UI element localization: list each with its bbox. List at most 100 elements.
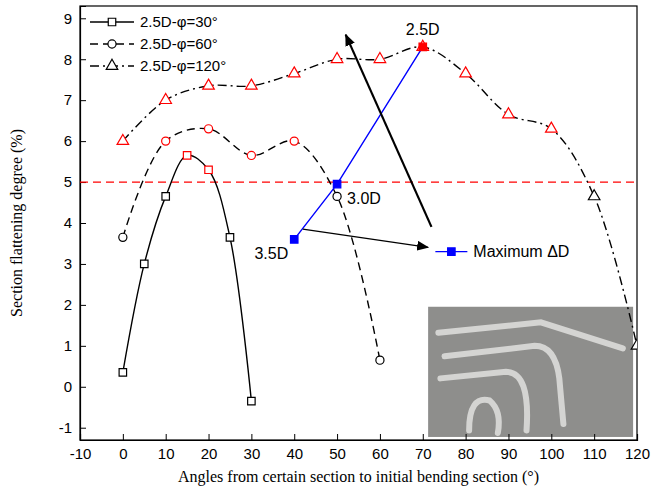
x-tick-mark xyxy=(423,434,424,440)
series-marker xyxy=(162,193,169,200)
legend-label: 2.5D-φ=60° xyxy=(140,35,218,52)
series-line xyxy=(123,128,380,360)
y-axis-line xyxy=(81,7,87,441)
trend-arrow xyxy=(346,35,432,227)
y-tick-label: 5 xyxy=(64,173,72,190)
y-tick: 1 xyxy=(64,337,86,354)
series-line xyxy=(294,47,423,239)
legend-marker xyxy=(108,40,116,48)
x-tick-label: 110 xyxy=(583,445,607,462)
chart-svg: -100102030405060708090100110120-10123456… xyxy=(0,0,653,492)
y-tick: 0 xyxy=(64,378,86,395)
series-key: Maximum ΔD xyxy=(435,243,569,260)
series-marker xyxy=(290,137,298,145)
series-marker xyxy=(503,108,515,118)
series-marker xyxy=(417,40,429,50)
y-tick-label: 7 xyxy=(64,91,72,108)
series-marker xyxy=(460,67,472,77)
y-tick-mark xyxy=(80,346,86,347)
y-tick-label: 2 xyxy=(64,296,72,313)
x-tick: 20 xyxy=(201,434,218,462)
series-marker xyxy=(119,369,126,376)
series-marker xyxy=(117,134,129,144)
inset-background xyxy=(428,307,633,437)
x-tick-label: -10 xyxy=(70,445,92,462)
chart-container: -100102030405060708090100110120-10123456… xyxy=(0,0,653,492)
y-tick-label: 9 xyxy=(64,10,72,27)
y-tick: -1 xyxy=(59,419,86,436)
x-tick: 110 xyxy=(583,434,607,462)
x-tick-label: 120 xyxy=(625,445,650,462)
series-marker xyxy=(160,93,172,103)
y-tick: 4 xyxy=(64,214,86,231)
y-tick: 9 xyxy=(64,10,86,27)
x-tick: 70 xyxy=(415,434,432,462)
x-tick: 100 xyxy=(539,434,564,462)
y-tick-label: 4 xyxy=(64,214,72,231)
x-tick: 30 xyxy=(244,434,261,462)
legend-entry: 2.5D-φ=120° xyxy=(90,57,226,74)
x-tick: 90 xyxy=(501,434,518,462)
x-tick-label: 70 xyxy=(415,445,432,462)
point-labels: 3.5D3.0D2.5D xyxy=(254,21,439,262)
y-tick-mark xyxy=(80,387,86,388)
inset-tube xyxy=(469,400,499,433)
y-tick-label: 1 xyxy=(64,337,72,354)
series-marker xyxy=(119,233,127,241)
x-tick-label: 40 xyxy=(286,445,303,462)
x-tick-mark xyxy=(251,434,252,440)
series-marker xyxy=(331,53,343,63)
legend-entry: 2.5D-φ=30° xyxy=(90,13,218,30)
x-tick-mark xyxy=(466,434,467,440)
series-marker xyxy=(374,53,386,63)
y-tick-label: 6 xyxy=(64,132,72,149)
series-line xyxy=(123,155,252,401)
legend-entry: 2.5D-φ=60° xyxy=(90,35,218,52)
x-tick: 50 xyxy=(329,434,346,462)
legend: 2.5D-φ=30° 2.5D-φ=60° 2.5D-φ=120° xyxy=(90,13,226,74)
series-marker xyxy=(290,236,297,243)
y-axis-title: Section flattening degree (%) xyxy=(8,129,26,317)
legend-label: 2.5D-φ=120° xyxy=(140,57,226,74)
reference-line xyxy=(80,181,637,182)
y-tick: 2 xyxy=(64,296,86,313)
series-marker xyxy=(631,339,637,349)
pointer-arrow xyxy=(303,229,428,247)
series-marker xyxy=(246,79,258,89)
series-marker xyxy=(162,137,170,145)
x-tick-label: 80 xyxy=(458,445,475,462)
x-tick-mark xyxy=(123,434,124,440)
x-tick: 10 xyxy=(158,434,175,462)
y-axis: -1 0 1 2 3 4 5 6 7 8 9 xyxy=(59,7,86,441)
y-tick-mark xyxy=(80,100,86,101)
legend-label: 2.5D-φ=30° xyxy=(140,13,218,30)
x-tick-mark xyxy=(380,434,381,440)
series-marker xyxy=(226,234,233,241)
x-tick-mark xyxy=(551,434,552,440)
series-marker xyxy=(419,43,426,50)
series-marker xyxy=(248,397,255,404)
inset-photo xyxy=(428,307,633,437)
series-marker xyxy=(288,67,300,77)
x-tick-label: 100 xyxy=(539,445,564,462)
y-tick-label: 3 xyxy=(64,255,72,272)
inset-tube xyxy=(445,346,564,424)
y-tick-label: 8 xyxy=(64,51,72,68)
x-tick-mark xyxy=(594,434,595,440)
series-marker xyxy=(204,125,212,133)
x-tick-label: 0 xyxy=(119,445,127,462)
series-marker xyxy=(141,260,148,267)
plot-area: -100102030405060708090100110120-10123456… xyxy=(59,6,650,462)
series-marker xyxy=(333,192,341,200)
series-marker xyxy=(546,122,558,132)
series-marker xyxy=(203,79,215,89)
x-tick-label: 50 xyxy=(329,445,346,462)
y-tick-mark xyxy=(80,59,86,60)
plot-frame xyxy=(80,6,637,440)
series-marker xyxy=(183,152,190,159)
arrows xyxy=(303,35,432,248)
marks xyxy=(80,40,637,405)
x-axis-title: Angles from certain section to initial b… xyxy=(178,468,539,486)
x-tick-mark xyxy=(294,434,295,440)
y-tick-mark xyxy=(80,428,86,429)
